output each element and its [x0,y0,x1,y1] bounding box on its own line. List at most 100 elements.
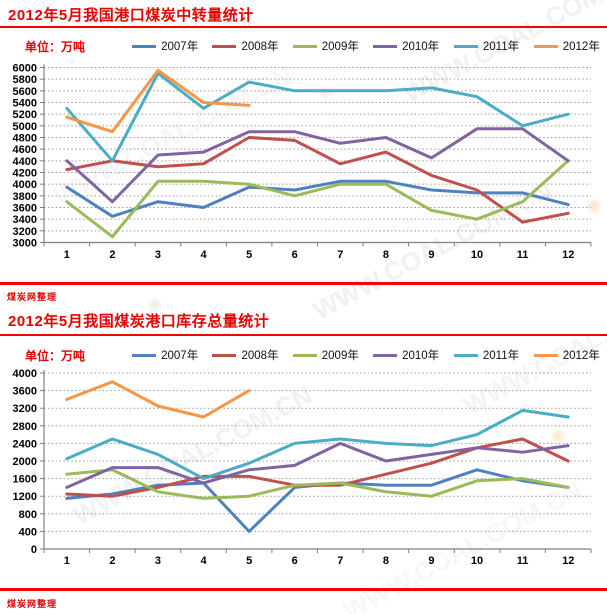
x-axis-label: 1 [64,555,70,567]
y-axis-label: 2400 [13,438,37,450]
legend-swatch [132,44,157,48]
title1-underline [0,26,607,28]
y-axis-label: 1600 [13,474,37,486]
legend-label: 2011年 [482,41,520,53]
x-axis-label: 5 [246,249,252,261]
y-axis-label: 3000 [13,238,37,250]
series-line-2008 [65,136,570,224]
series-line-2009 [65,468,570,500]
y-axis-label: 5400 [13,98,37,110]
legend-label: 2010年 [402,41,440,53]
x-axis-label: 2 [109,249,115,261]
legend-label: 2008年 [241,350,279,362]
x-axis-label: 4 [200,249,207,261]
x-axis-label: 11 [517,555,529,567]
legend-swatch [292,353,317,357]
y-axis-label: 3400 [13,214,37,226]
legend-label: 2007年 [161,350,199,362]
chart2-legend: 单位：万吨 2007年 2008年 2009年 2010年 2011年 2012年 [0,346,607,364]
y-axis-label: 4200 [13,168,37,180]
legend-label: 2009年 [321,350,359,362]
y-axis-label: 6000 [13,63,37,75]
x-axis-label: 10 [471,555,483,567]
x-axis-label: 2 [109,555,115,567]
x-axis-label: 7 [337,555,343,567]
legend-item-2009: 2009年 [286,38,366,54]
x-axis-label: 3 [155,555,161,567]
section2-divider [0,588,607,591]
x-axis-label: 9 [428,249,434,261]
legend-item-2011: 2011年 [446,38,526,54]
y-axis-label: 4600 [13,144,37,156]
legend-label: 2012年 [562,350,600,362]
legend-swatch [373,44,398,48]
series-line-2012 [65,380,251,419]
legend-label: 2007年 [161,41,199,53]
x-axis-label: 10 [471,249,483,261]
y-axis-label: 3200 [13,403,37,415]
legend-item-2012: 2012年 [527,347,607,363]
legend-swatch [292,44,317,48]
y-axis-label: 4000 [13,368,37,380]
legend-label: 2012年 [562,41,600,53]
x-axis-label: 8 [383,249,389,261]
y-axis-label: 5200 [13,109,37,121]
y-axis-label: 4000 [13,179,37,191]
chart2-legend-items: 2007年 2008年 2009年 2010年 2011年 2012年 [125,347,607,363]
legend-swatch [212,44,237,48]
series-line-2009 [65,159,570,239]
chart1-source-note: 煤炭网整理 [7,292,58,302]
y-axis-label: 3200 [13,226,37,238]
y-axis-label: 2800 [13,421,37,433]
y-axis-label: 3600 [13,203,37,215]
inventory-chart: 0 400 800 1200 1600 2000 2400 2800 3200 3600 4000 1… [13,368,592,567]
x-axis-label: 6 [292,249,298,261]
legend-swatch [212,353,237,357]
legend-swatch [453,44,478,48]
legend-item-2008: 2008年 [205,38,285,54]
chart2-title: 2012年5月我国煤炭港口库存总量统计 [8,313,270,330]
x-axis-label: 5 [246,555,252,567]
transfer-volume-chart: 3000320034003600380040004200440046004800… [13,63,592,261]
x-axis-label: 7 [337,249,343,261]
x-axis-label: 8 [383,555,389,567]
y-axis-label: 1200 [13,491,37,503]
title2-underline [0,334,607,336]
x-axis-label: 4 [200,555,207,567]
y-axis-label: 3600 [13,386,37,398]
chart1-title: 2012年5月我国港口煤炭中转量统计 [8,7,254,24]
chart1-unit-label: 单位：万吨 [25,39,86,54]
legend-label: 2011年 [482,350,520,362]
y-axis-label: 4800 [13,133,37,145]
x-axis-label: 6 [292,555,298,567]
y-axis-label: 4400 [13,156,37,168]
y-axis-label: 2000 [13,456,37,468]
series-line-2011 [65,71,570,163]
series-line-2007 [65,179,570,218]
y-axis-label: 5600 [13,86,37,98]
chart1-legend: 单位：万吨 2007年 2008年 2009年 2010年 2011年 2012年 [0,37,607,55]
y-axis-label: 5800 [13,74,37,86]
series-line-2012 [65,68,251,134]
legend-swatch [533,44,558,48]
legend-item-2011: 2011年 [446,347,526,363]
legend-item-2008: 2008年 [205,347,285,363]
series-line-2010 [65,441,570,489]
legend-swatch [132,353,157,357]
x-axis-label: 9 [428,555,434,567]
legend-swatch [373,353,398,357]
series-line-2011 [65,408,570,481]
x-axis-label: 12 [562,249,574,261]
x-axis-label: 1 [64,249,70,261]
legend-label: 2010年 [402,350,440,362]
chart2-unit-label: 单位：万吨 [25,348,86,363]
y-axis-label: 800 [19,509,37,521]
x-axis-label: 11 [517,249,529,261]
x-axis-label: 3 [155,249,161,261]
legend-item-2007: 2007年 [125,38,205,54]
y-axis-label: 0 [31,544,37,556]
chart1-legend-items: 2007年 2008年 2009年 2010年 2011年 2012年 [125,38,607,54]
legend-label: 2009年 [321,41,359,53]
